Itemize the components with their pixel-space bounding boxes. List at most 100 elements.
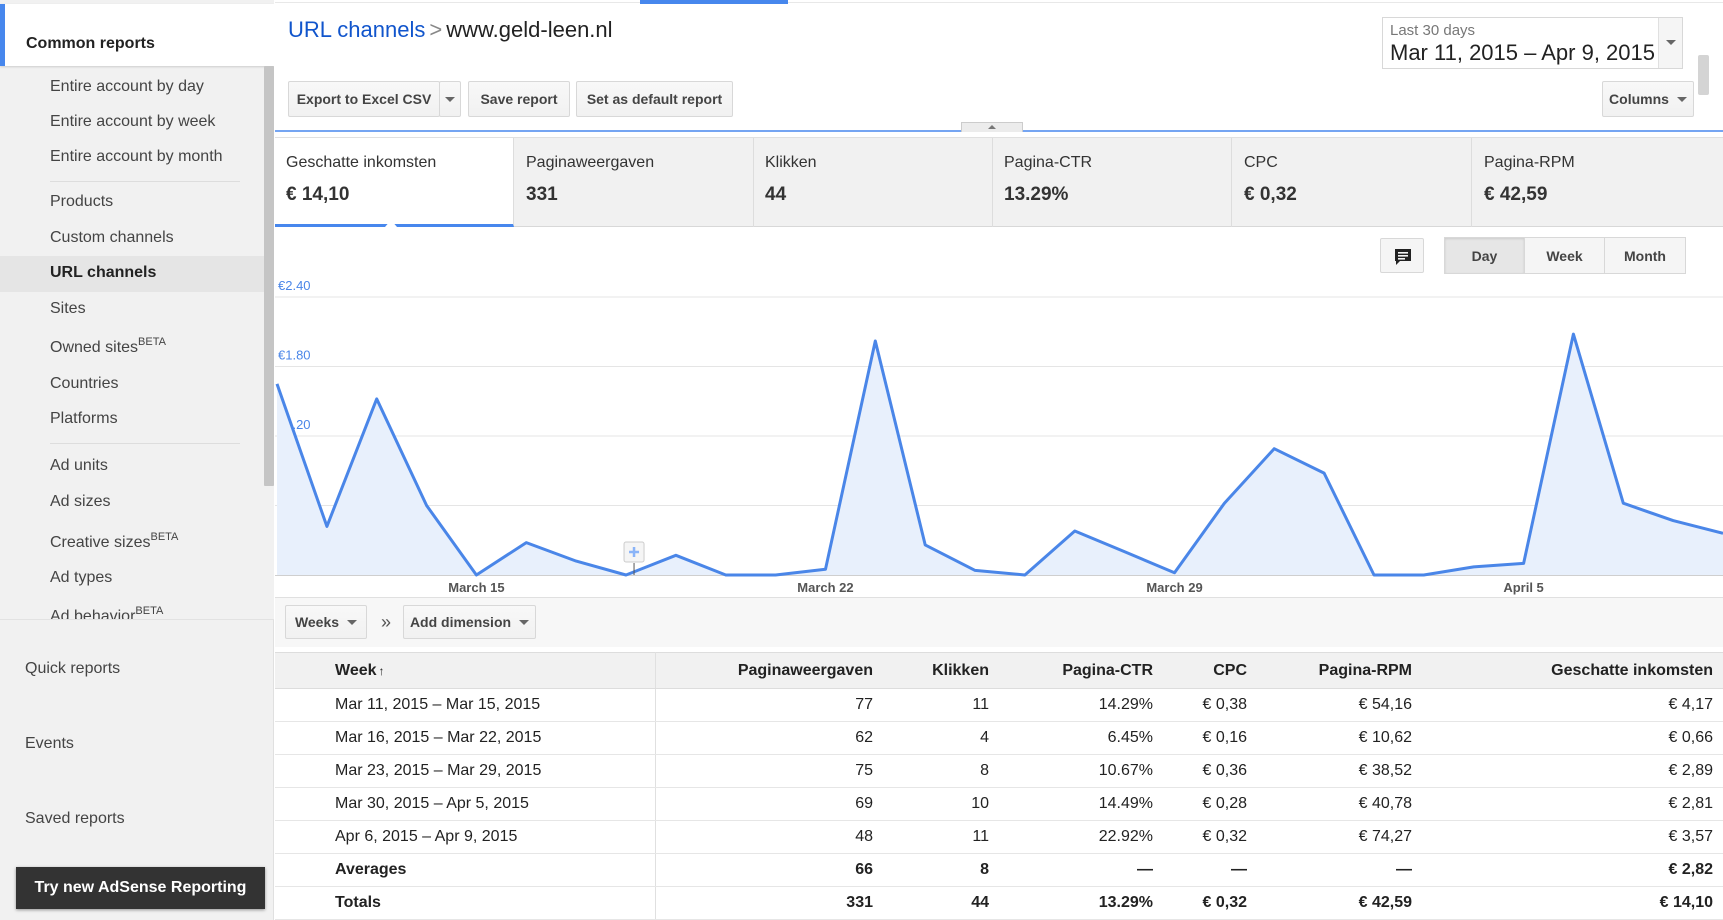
sidebar: Common reports Entire account by day Ent… [0, 0, 274, 920]
table-cell: 13.29% [992, 886, 1157, 920]
metric-label: Geschatte inkomsten [286, 154, 437, 171]
sidebar-item-label: Entire account by week [50, 113, 216, 130]
selected-item-highlight [0, 256, 264, 292]
sidebar-item-ad-units[interactable]: Ad units [50, 457, 108, 475]
sidebar-item-products[interactable]: Products [50, 193, 113, 211]
table-cell: € 42,59 [1257, 886, 1422, 920]
table-row: Apr 6, 2015 – Apr 9, 2015 48 11 22.92% €… [275, 820, 1723, 854]
column-header-cpc[interactable]: CPC [1157, 652, 1257, 689]
sidebar-item-owned-sites[interactable]: Owned sitesBETA [50, 336, 166, 357]
averages-row: Averages 66 8 — — — € 2,82 [275, 853, 1723, 887]
metric-value: 331 [526, 184, 558, 205]
metric-tab-page-ctr[interactable]: Pagina-CTR 13.29% [993, 138, 1232, 227]
metric-tab-cpc[interactable]: CPC € 0,32 [1233, 138, 1472, 227]
weeks-dimension-dropdown[interactable]: Weeks [285, 605, 367, 639]
saved-reports-link[interactable]: Saved reports [25, 810, 125, 827]
metric-value: 13.29% [1004, 184, 1069, 205]
sidebar-report-list[interactable]: Common reports Entire account by day Ent… [0, 0, 274, 620]
x-tick-label: March 22 [797, 580, 853, 595]
table-cell: 8 [875, 754, 992, 788]
collapse-chart-toggle[interactable] [961, 122, 1023, 132]
metric-label: Klikken [765, 154, 817, 171]
metric-tab-clicks[interactable]: Klikken 44 [754, 138, 993, 227]
column-header-estimated-earnings[interactable]: Geschatte inkomsten [1422, 652, 1723, 689]
table-row: Mar 16, 2015 – Mar 22, 2015 62 4 6.45% €… [275, 721, 1723, 755]
chevron-up-icon [988, 125, 996, 129]
sidebar-item-label: Entire account by day [50, 78, 204, 95]
table-cell: € 40,78 [1257, 787, 1422, 821]
export-options-button[interactable] [439, 81, 461, 117]
quick-reports-link[interactable]: Quick reports [25, 660, 121, 677]
add-dimension-dropdown[interactable]: Add dimension [403, 605, 536, 639]
chevron-down-icon [347, 619, 358, 625]
sidebar-item-entire-account-by-day[interactable]: Entire account by day [50, 78, 204, 96]
table-cell: 11 [875, 820, 992, 854]
sidebar-item-entire-account-by-month[interactable]: Entire account by month [50, 148, 223, 166]
metric-value: € 0,32 [1244, 184, 1297, 205]
sidebar-item-url-channels[interactable]: URL channels [50, 264, 156, 282]
sidebar-item-sites[interactable]: Sites [50, 300, 86, 318]
plus-icon [629, 547, 640, 557]
breadcrumb-url-channels-link[interactable]: URL channels [288, 17, 426, 42]
annotations-button[interactable] [1380, 238, 1424, 273]
page-scrollbar[interactable] [1698, 55, 1709, 95]
active-top-tab-indicator [640, 0, 788, 4]
granularity-week-button[interactable]: Week [1524, 237, 1605, 274]
chevron-down-icon [519, 619, 530, 625]
sidebar-item-label: Platforms [50, 410, 118, 427]
table-cell: 14.49% [992, 787, 1157, 821]
try-new-reporting-button[interactable]: Try new AdSense Reporting [16, 867, 265, 909]
column-header-pageviews[interactable]: Paginaweergaven [655, 652, 875, 689]
granularity-month-label: Month [1624, 247, 1666, 264]
sidebar-item-entire-account-by-week[interactable]: Entire account by week [50, 113, 215, 131]
sidebar-item-ad-types[interactable]: Ad types [50, 569, 112, 587]
column-header-week[interactable]: Week ↑ [275, 652, 656, 689]
table-cell: € 0,66 [1422, 721, 1723, 755]
metric-tab-page-rpm[interactable]: Pagina-RPM € 42,59 [1473, 138, 1723, 227]
granularity-month-button[interactable]: Month [1604, 237, 1686, 274]
table-cell: € 38,52 [1257, 754, 1422, 788]
table-cell: 4 [875, 721, 992, 755]
table-cell: € 0,32 [1157, 820, 1257, 854]
breadcrumb-separator: > [429, 17, 443, 42]
y-tick-label: €2.40 [278, 278, 311, 293]
granularity-day-button[interactable]: Day [1444, 237, 1525, 274]
sidebar-item-countries[interactable]: Countries [50, 375, 118, 393]
x-tick-label: March 15 [448, 580, 504, 595]
events-link[interactable]: Events [25, 735, 74, 752]
series-line [275, 332, 1723, 577]
table-cell: 77 [655, 688, 875, 722]
chevron-down-icon [1676, 96, 1687, 102]
sidebar-scrollbar[interactable] [264, 66, 274, 486]
report-main: URL channels > www.geld-leen.nl Last 30 da… [275, 0, 1723, 920]
set-default-report-button[interactable]: Set as default report [576, 81, 733, 117]
table-cell: € 0,36 [1157, 754, 1257, 788]
sidebar-divider [50, 181, 240, 182]
column-header-page-rpm[interactable]: Pagina-RPM [1257, 652, 1422, 689]
save-report-button[interactable]: Save report [468, 81, 570, 117]
table-cell: — [1257, 853, 1422, 887]
metric-tab-estimated-earnings[interactable]: Geschatte inkomsten € 14,10 [275, 138, 514, 227]
comment-icon [1395, 249, 1411, 265]
sidebar-item-platforms[interactable]: Platforms [50, 410, 118, 428]
sidebar-item-ad-behavior[interactable]: Ad behaviorBETA [50, 605, 163, 619]
sidebar-item-label: Creative sizes [50, 534, 151, 551]
sidebar-item-ad-sizes[interactable]: Ad sizes [50, 493, 110, 511]
table-cell: 10 [875, 787, 992, 821]
columns-button[interactable]: Columns [1602, 81, 1694, 117]
set-default-label: Set as default report [586, 91, 723, 107]
metric-tab-pageviews[interactable]: Paginaweergaven 331 [515, 138, 754, 227]
sidebar-item-creative-sizes[interactable]: Creative sizesBETA [50, 531, 178, 552]
date-range-picker[interactable]: Last 30 days Mar 11, 2015 – Apr 9, 2015 [1382, 17, 1683, 69]
sidebar-item-custom-channels[interactable]: Custom channels [50, 229, 174, 247]
column-header-page-ctr[interactable]: Pagina-CTR [992, 652, 1157, 689]
date-range-dropdown[interactable] [1658, 18, 1682, 68]
column-header-clicks[interactable]: Klikken [875, 652, 992, 689]
export-csv-button[interactable]: Export to Excel CSV [288, 81, 440, 117]
common-reports-header[interactable]: Common reports [0, 4, 274, 66]
metric-label: Paginaweergaven [526, 154, 655, 171]
sort-ascending-icon: ↑ [378, 663, 385, 678]
sidebar-item-label: Ad sizes [50, 493, 111, 510]
